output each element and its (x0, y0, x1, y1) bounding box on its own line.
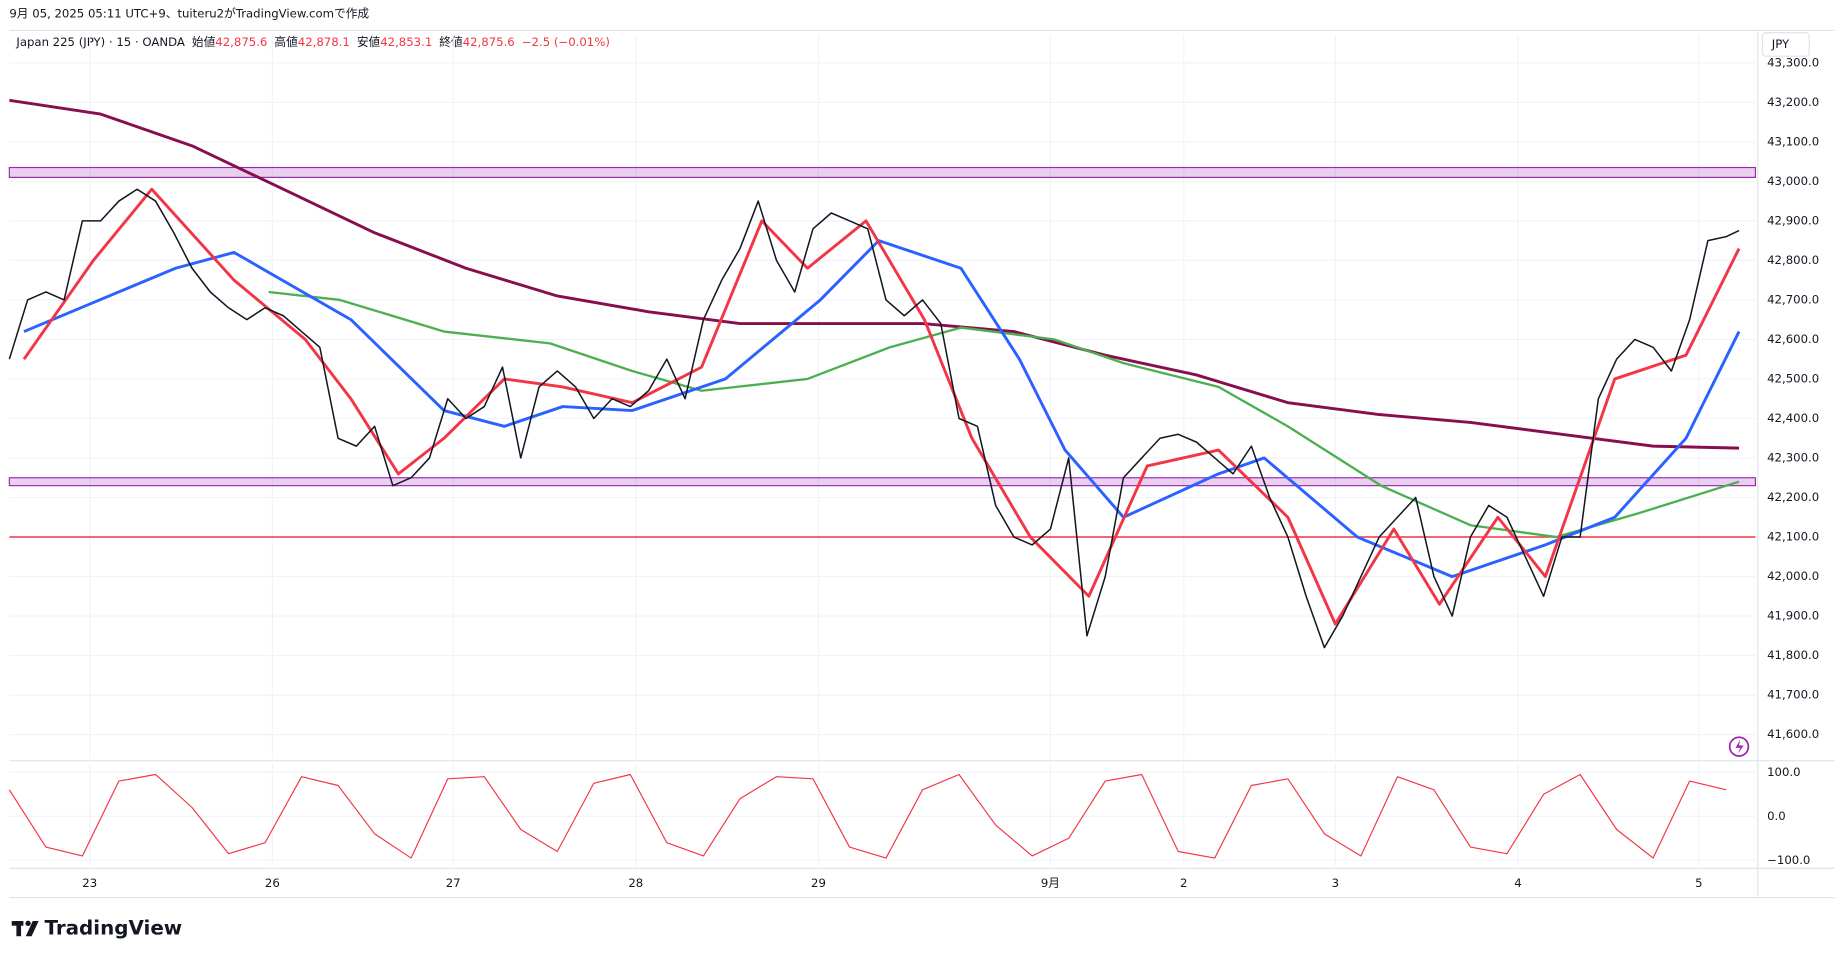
ohlc-label: 高値 (274, 35, 298, 49)
x-tick-label: 27 (446, 876, 461, 890)
logo: TradingView (44, 917, 182, 940)
y-tick-label: 41,600.0 (1767, 727, 1819, 741)
currency[interactable]: JPY (1771, 37, 1790, 51)
series-line (23, 239, 1741, 579)
alert-icon[interactable] (1728, 736, 1750, 757)
x-tick-label: 4 (1514, 876, 1521, 890)
currency-box[interactable] (1761, 32, 1810, 57)
symbol: Japan 225 (JPY) · 15 · OANDA (15, 35, 185, 49)
y-tick-label: 42,500.0 (1767, 371, 1819, 385)
series-line (268, 290, 1740, 539)
ohlc-value: 42,853.1 (380, 35, 432, 49)
symbol-info: Japan 225 (JPY) · 15 · OANDA 始値42,875.6 高値… (15, 35, 610, 49)
x-tick-label: 26 (265, 876, 280, 890)
logo-part (16, 921, 22, 937)
y-tick-label: −100.0 (1767, 853, 1810, 867)
alert-icon-bolt (1735, 739, 1744, 754)
ohlc-value: 42,878.1 (298, 35, 350, 49)
x-tick-label: 29 (811, 876, 826, 890)
x-tick-label: 9月 (1041, 876, 1060, 890)
x-tick-label: 2 (1180, 876, 1187, 890)
y-tick-label: 41,900.0 (1767, 609, 1819, 623)
y-tick-label: 43,300.0 (1767, 55, 1819, 69)
y-tick-label: 42,600.0 (1767, 332, 1819, 346)
y-tick-label: 43,000.0 (1767, 174, 1819, 188)
x-tick-label: 28 (628, 876, 643, 890)
y-tick-label: 42,400.0 (1767, 411, 1819, 425)
series-line (9, 98, 1740, 450)
y-tick-label: 100.0 (1767, 765, 1800, 779)
change: −2.5 (−0.01%) (522, 35, 610, 49)
ohlc-value: 42,875.6 (215, 35, 267, 49)
y-tick-label: 42,000.0 (1767, 569, 1819, 583)
x-tick-label: 23 (82, 876, 97, 890)
level-band (8, 477, 1757, 487)
y-tick-label: 42,100.0 (1767, 530, 1819, 544)
x-tick-label: 5 (1695, 876, 1702, 890)
y-tick-label: 42,800.0 (1767, 253, 1819, 267)
y-tick-label: 43,200.0 (1767, 95, 1819, 109)
y-tick-label: 43,100.0 (1767, 134, 1819, 148)
ohlc-label: 安値 (357, 35, 381, 49)
y-tick-label: 41,800.0 (1767, 648, 1819, 662)
y-tick-label: 42,300.0 (1767, 450, 1819, 464)
caption: 9月 05, 2025 05:11 UTC+9、tuiteru2がTrading… (9, 7, 369, 21)
y-tick-label: 42,700.0 (1767, 292, 1819, 306)
ohlc-value: 42,875.6 (463, 35, 515, 49)
y-tick-label: 42,200.0 (1767, 490, 1819, 504)
logo-part (25, 921, 39, 937)
logo-part (25, 920, 31, 927)
y-tick-label: 41,700.0 (1767, 688, 1819, 702)
logo-icon (11, 920, 39, 937)
ohlc-label: 始値 (192, 35, 216, 49)
level-band (8, 166, 1757, 178)
y-tick-label: 0.0 (1767, 809, 1786, 823)
ohlc-label: 終値 (439, 35, 463, 49)
series-line (22, 187, 1741, 626)
series-line (8, 188, 1740, 649)
y-tick-label: 42,900.0 (1767, 213, 1819, 227)
series-line (8, 773, 1727, 859)
x-tick-label: 3 (1332, 876, 1339, 890)
